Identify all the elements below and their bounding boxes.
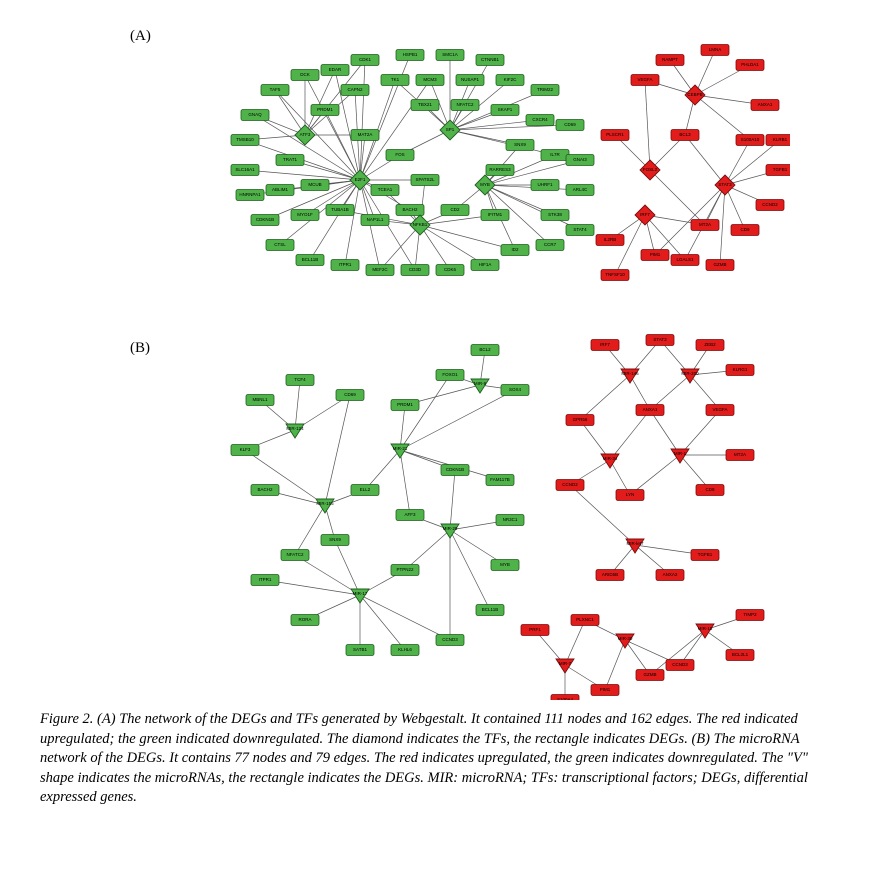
panel-label-b: (B) (130, 340, 150, 357)
figure-caption: Figure 2. (A) The network of the DEGs an… (40, 710, 820, 808)
network-panel-a: HSPB1SMC1ACTNNB1CDK1TK1MCM3NUSAP1KIF2CTR… (150, 20, 790, 300)
network-panel-b: BCL2FOXO1SOX4TCF4MBNL1KLF3BACH2NFATC2ITP… (150, 320, 790, 700)
panel-label-a: (A) (130, 28, 151, 45)
figure-container: (A) HSPB1SMC1ACTNNB1CDK1TK1MCM3NUSAP1KIF… (40, 20, 838, 808)
